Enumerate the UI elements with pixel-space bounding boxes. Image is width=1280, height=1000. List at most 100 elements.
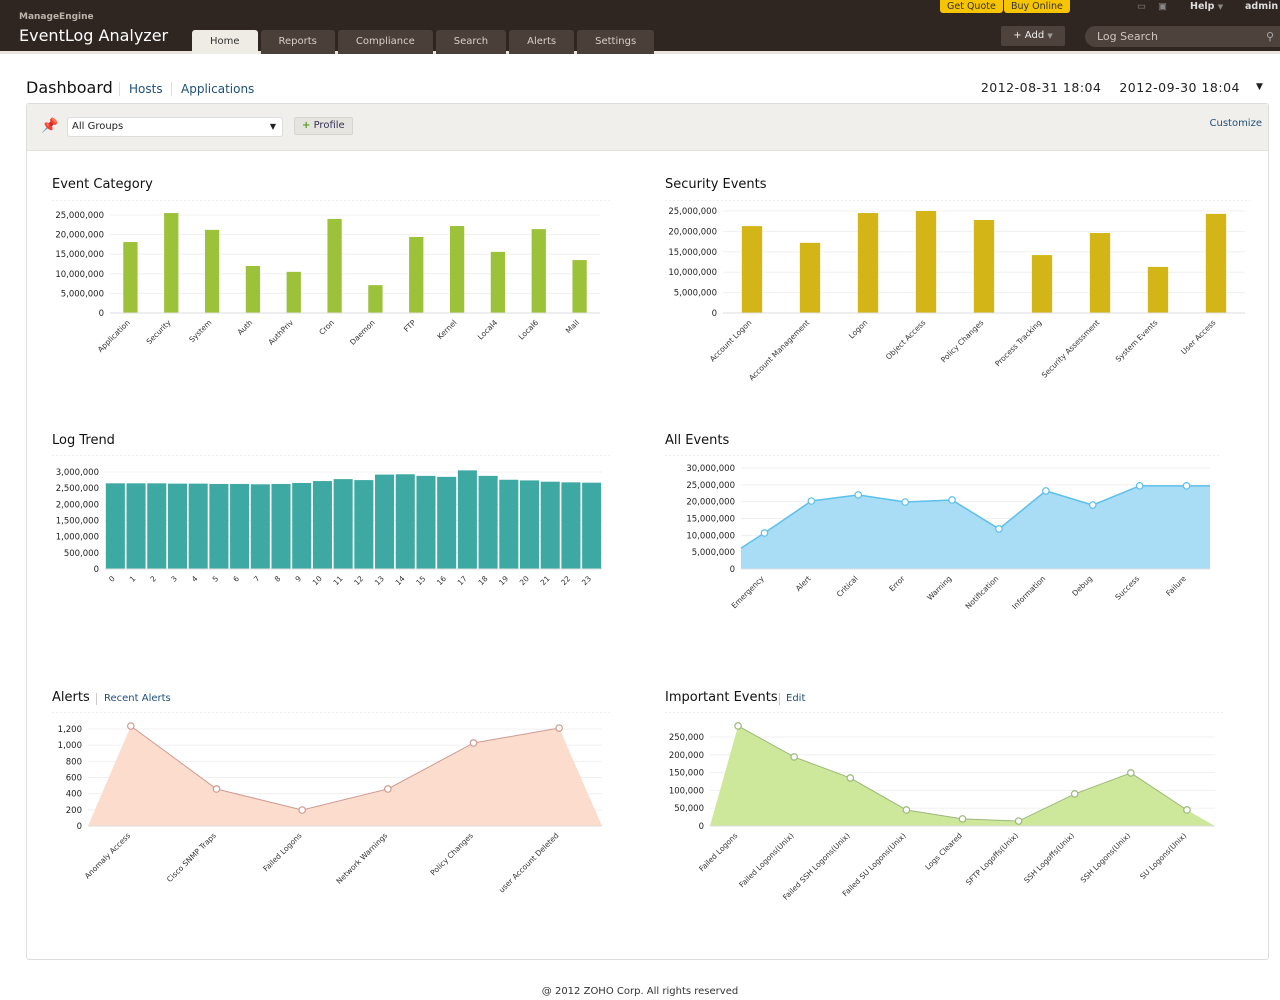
- y-tick-label: 1,000,000: [56, 533, 99, 543]
- data-point-policy-changes: [469, 739, 478, 747]
- bar-20: [519, 480, 540, 569]
- x-tick-label: AuthPriv: [266, 318, 295, 347]
- x-tick-label: 23: [580, 574, 593, 587]
- x-tick-label: Security: [145, 318, 174, 347]
- x-tick-label: Failed Logons: [261, 831, 303, 873]
- data-point-su-logons-unix-: [1183, 806, 1191, 814]
- recent-alerts-link[interactable]: Recent Alerts: [104, 693, 171, 704]
- x-tick-label: 6: [231, 574, 241, 584]
- group-select[interactable]: All Groups ▼: [67, 117, 283, 137]
- x-tick-label: 20: [518, 574, 531, 587]
- tab-reports[interactable]: Reports: [260, 30, 335, 54]
- data-point-success: [1135, 482, 1144, 490]
- data-point-notification: [995, 525, 1003, 533]
- page-title: Dashboard: [26, 78, 113, 97]
- chart-title: Event Category: [52, 177, 153, 192]
- edit-important-events-link[interactable]: Edit: [786, 693, 806, 704]
- add-label: + Add: [1013, 30, 1045, 41]
- tab-alerts[interactable]: Alerts: [509, 30, 575, 54]
- x-tick-label: 2: [148, 574, 158, 584]
- data-point-information: [1042, 487, 1050, 495]
- data-point-user-account-deleted: [555, 724, 563, 732]
- data-point-failed-su-logons-unix-: [902, 806, 911, 814]
- date-to: 2012-09-30 18:04: [1119, 80, 1240, 95]
- y-tick-label: 10,000,000: [55, 270, 104, 280]
- y-tick-label: 800: [66, 757, 82, 767]
- bar-authpriv: [286, 271, 301, 313]
- date-range-picker[interactable]: 2012-08-31 18:04 2012-09-30 18:04: [981, 80, 1240, 95]
- y-tick-label: 2,000,000: [56, 500, 99, 510]
- add-button[interactable]: + Add ▼: [1001, 26, 1065, 46]
- tab-search[interactable]: Search: [435, 30, 507, 54]
- customize-link[interactable]: Customize: [1209, 118, 1263, 129]
- buy-online-button[interactable]: Buy Online: [1004, 0, 1070, 13]
- bar-daemon: [368, 285, 383, 313]
- bar-22: [561, 482, 581, 569]
- data-point-emergency: [760, 529, 769, 537]
- tab-settings[interactable]: Settings: [577, 30, 655, 54]
- y-tick-label: 15,000,000: [55, 250, 104, 260]
- bar-system-events: [1147, 266, 1169, 313]
- monitor-icon[interactable]: ▭: [1137, 1, 1146, 12]
- bar-system: [204, 229, 220, 313]
- help-menu[interactable]: Help ▼: [1190, 1, 1223, 12]
- plus-icon: +: [302, 120, 311, 131]
- chevron-down-icon[interactable]: ▼: [1256, 82, 1263, 92]
- x-tick-label: Debug: [1070, 574, 1094, 598]
- chart-title: Log Trend: [52, 433, 115, 448]
- x-tick-label: Daemon: [348, 318, 377, 347]
- log-search-input[interactable]: Log Search ⚲: [1085, 26, 1280, 47]
- data-point-failed-logons: [298, 806, 306, 814]
- x-tick-label: SSH Logoffs(Unix): [1022, 831, 1076, 885]
- bar-mail: [572, 260, 587, 313]
- bar-15: [416, 475, 436, 569]
- x-tick-label: Policy Changes: [939, 318, 985, 364]
- x-tick-label: Critical: [835, 574, 860, 599]
- y-tick-label: 100,000: [669, 786, 704, 796]
- chart-title: Security Events: [665, 177, 767, 192]
- x-tick-label: System: [187, 318, 213, 344]
- divider: [96, 693, 97, 705]
- get-quote-button[interactable]: Get Quote: [940, 0, 1003, 13]
- bar-13: [375, 474, 395, 569]
- bar-8: [271, 483, 291, 569]
- y-tick-label: 10,000,000: [686, 531, 735, 541]
- x-tick-label: User Access: [1179, 318, 1217, 356]
- chart-title: All Events: [665, 433, 730, 448]
- date-from: 2012-08-31 18:04: [980, 80, 1102, 95]
- event-category-chart: 0 5,000,000 10,000,000 15,000,000 20,000,000…: [52, 200, 610, 354]
- search-icon[interactable]: ⚲: [1265, 30, 1274, 43]
- bar-7: [250, 484, 270, 569]
- data-point-ssh-logons-unix-: [1127, 769, 1135, 777]
- window-icon[interactable]: ▣: [1158, 1, 1167, 12]
- bar-kernel: [449, 225, 465, 313]
- y-tick-label: 20,000,000: [55, 231, 104, 241]
- top-header: ManageEngine EventLog Analyzer Home Repo…: [0, 0, 1280, 54]
- tab-home[interactable]: Home: [192, 30, 258, 54]
- x-tick-label: Account Management: [747, 318, 811, 382]
- x-tick-label: 3: [169, 574, 179, 584]
- x-tick-label: 10: [311, 574, 324, 587]
- tab-compliance[interactable]: Compliance: [337, 30, 433, 54]
- bar-logon: [857, 213, 879, 313]
- x-tick-label: Security Assessment: [1040, 318, 1102, 380]
- add-profile-button[interactable]: + Profile: [294, 117, 353, 135]
- security-events-chart: 0 5,000,000 10,000,000 15,000,000 20,000,000…: [665, 200, 1250, 382]
- x-tick-label: 22: [559, 574, 572, 587]
- data-point-logs-cleared: [958, 815, 967, 823]
- x-tick-label: 18: [476, 574, 489, 587]
- x-tick-label: Anomaly Access: [83, 831, 133, 881]
- x-tick-label: 9: [293, 574, 303, 584]
- user-menu[interactable]: admin: [1245, 1, 1279, 12]
- data-point-failed-ssh-logons-unix-: [846, 774, 855, 782]
- x-tick-label: Kernel: [435, 318, 458, 341]
- hosts-link[interactable]: Hosts: [129, 82, 163, 96]
- y-tick-label: 1,200: [58, 725, 82, 735]
- x-tick-label: 14: [394, 574, 407, 587]
- main-tabs: Home Reports Compliance Search Alerts Se…: [192, 30, 655, 54]
- y-tick-label: 0: [699, 822, 704, 832]
- y-tick-label: 50,000: [674, 804, 704, 814]
- bar-user-access: [1205, 213, 1227, 313]
- applications-link[interactable]: Applications: [181, 82, 255, 96]
- y-tick-label: 1,500,000: [56, 517, 99, 527]
